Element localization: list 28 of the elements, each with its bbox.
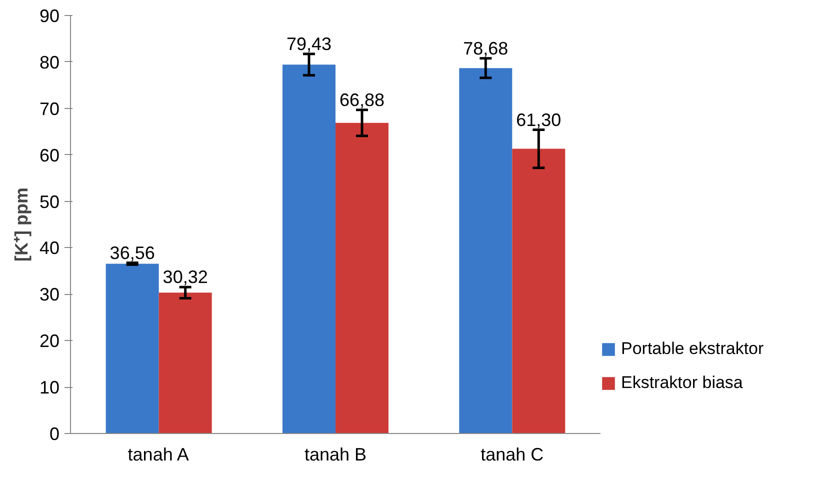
y-axis-title: [K⁺] ppm [11, 188, 32, 262]
bar [158, 292, 212, 434]
x-tick-label: tanah A [128, 444, 189, 464]
y-tick-label: 20 [39, 331, 60, 352]
bar [459, 68, 512, 434]
legend-label: Portable ekstraktor [621, 339, 764, 359]
bar [282, 64, 336, 434]
data-label: 79,43 [286, 34, 332, 54]
x-tick-label: tanah C [480, 444, 544, 464]
data-label: 66,88 [339, 90, 385, 110]
y-tick-label: 0 [49, 424, 60, 444]
x-tick-label: tanah B [304, 444, 367, 464]
y-tick-label: 40 [39, 238, 60, 258]
y-tick-label: 80 [39, 52, 60, 72]
data-label: 30,32 [162, 267, 208, 288]
y-tick-label: 30 [39, 284, 60, 305]
legend-label: Ekstraktor biasa [621, 373, 743, 393]
y-tick-label: 60 [39, 145, 60, 166]
data-label: 78,68 [463, 38, 508, 58]
bar [512, 148, 566, 434]
data-label: 61,30 [516, 110, 562, 130]
bar [106, 264, 159, 434]
y-tick-label: 10 [39, 378, 60, 398]
data-label: 36,56 [110, 242, 155, 263]
y-tick-label: 90 [39, 6, 60, 26]
y-tick-label: 70 [39, 98, 60, 119]
y-tick-label: 50 [39, 192, 60, 212]
bar [336, 122, 388, 434]
